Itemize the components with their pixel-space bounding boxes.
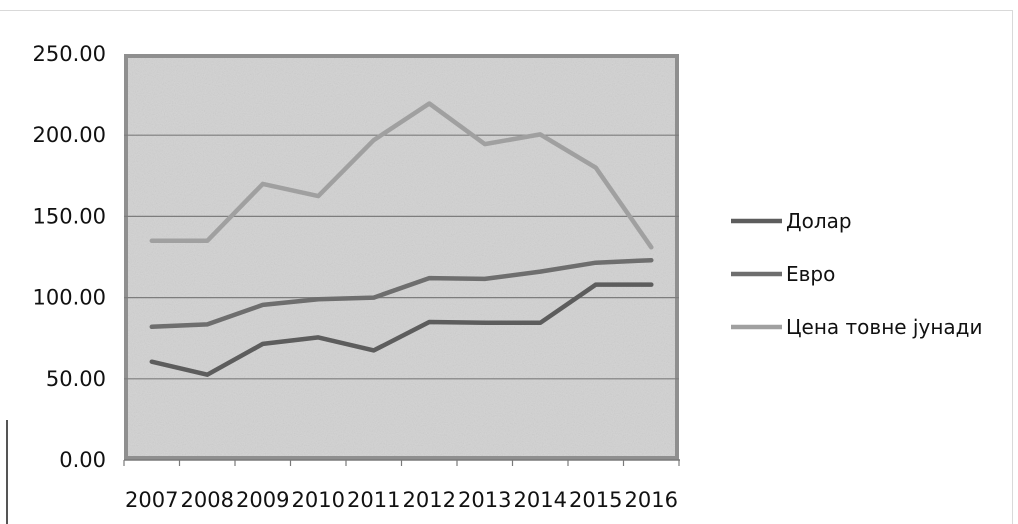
x-tick-label: 2012 — [403, 488, 456, 512]
series-line-1 — [149, 282, 654, 377]
y-tick-label: 250.00 — [33, 42, 106, 66]
x-tick-label: 2011 — [347, 488, 400, 512]
x-tick-label: 2015 — [569, 488, 622, 512]
chart-frame-top-border — [0, 10, 1012, 11]
y-tick-label: 50.00 — [46, 367, 106, 391]
x-tick-label: 2010 — [292, 488, 345, 512]
figure-left-border — [6, 420, 8, 524]
y-tick-label: 0.00 — [59, 448, 106, 472]
x-tick-label: 2009 — [236, 488, 289, 512]
legend: Долар Евро Цена товне јунади — [731, 209, 982, 339]
x-tick-label: 2014 — [514, 488, 567, 512]
series-line-3 — [149, 101, 654, 250]
y-tick-label: 100.00 — [33, 286, 106, 310]
series-line-2 — [149, 257, 654, 330]
y-tick-label: 200.00 — [33, 123, 106, 147]
x-tick-label: 2013 — [458, 488, 511, 512]
x-tick-label: 2007 — [125, 488, 178, 512]
x-tick-label: 2008 — [181, 488, 234, 512]
legend-label: Долар — [786, 209, 852, 233]
legend-label: Евро — [786, 262, 835, 286]
plot-area-texture — [124, 54, 679, 460]
x-tick-label: 2016 — [625, 488, 678, 512]
legend-label: Цена товне јунади — [786, 315, 982, 339]
y-tick-label: 150.00 — [33, 204, 106, 228]
plot-area-border — [124, 54, 679, 460]
chart-frame-right-border — [1012, 10, 1013, 524]
series-lines — [149, 101, 654, 377]
gridlines — [124, 134, 679, 380]
